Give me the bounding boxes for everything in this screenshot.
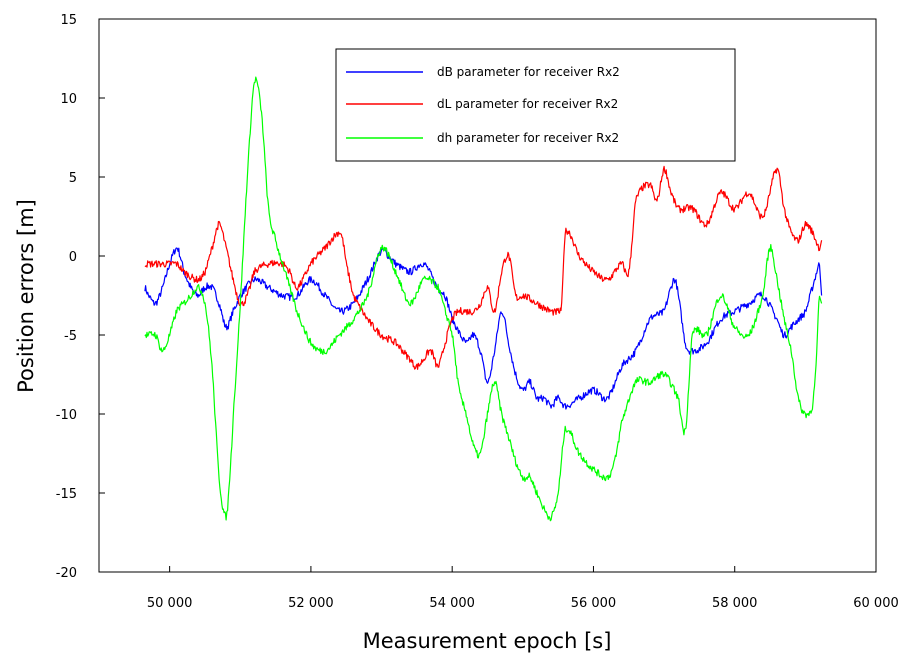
x-tick-label: 54 000 bbox=[429, 596, 475, 611]
x-axis-title: Measurement epoch [s] bbox=[363, 629, 612, 653]
y-tick-label: 0 bbox=[69, 250, 77, 265]
x-tick-label: 50 000 bbox=[147, 596, 193, 611]
legend-label-dh: dh parameter for receiver Rx2 bbox=[437, 131, 619, 145]
x-tick-label: 56 000 bbox=[571, 596, 617, 611]
legend: dB parameter for receiver Rx2 dL paramet… bbox=[336, 49, 735, 161]
y-axis-title: Position errors [m] bbox=[14, 199, 38, 393]
y-tick-label: -20 bbox=[56, 566, 77, 581]
x-tick-label: 52 000 bbox=[288, 596, 334, 611]
y-tick-label: -15 bbox=[56, 487, 77, 502]
legend-label-dL: dL parameter for receiver Rx2 bbox=[437, 97, 618, 111]
x-tick-label: 60 000 bbox=[853, 596, 899, 611]
legend-label-dB: dB parameter for receiver Rx2 bbox=[437, 65, 620, 79]
y-tick-label: 10 bbox=[60, 92, 77, 107]
y-tick-label: -10 bbox=[56, 408, 77, 423]
y-tick-label: 5 bbox=[69, 171, 77, 186]
y-tick-label: 15 bbox=[60, 13, 77, 28]
x-tick-label: 58 000 bbox=[712, 596, 758, 611]
y-tick-label: -5 bbox=[64, 329, 77, 344]
